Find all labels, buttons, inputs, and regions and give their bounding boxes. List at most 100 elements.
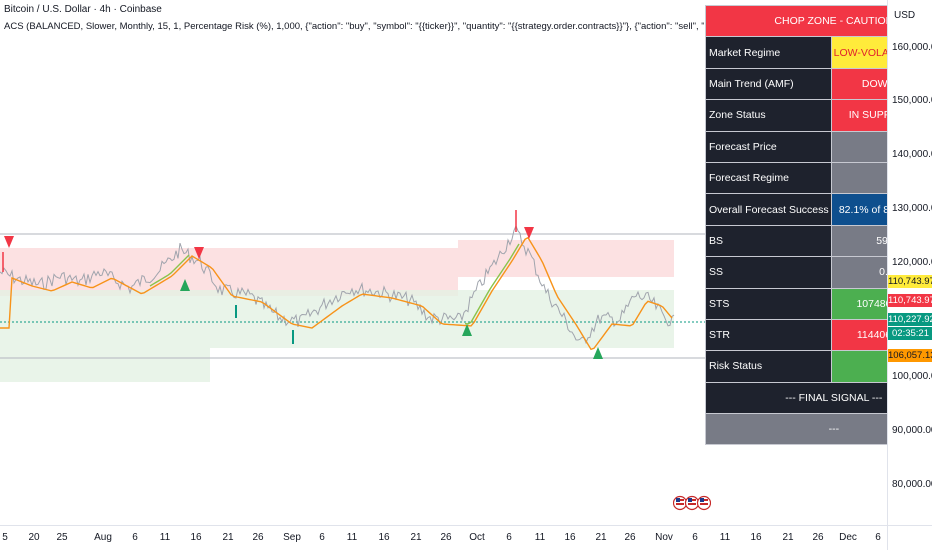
price-tick-label: 120,000.00 bbox=[892, 257, 932, 268]
panel-row-label: Forecast Regime bbox=[705, 161, 832, 195]
buy-signal-marker bbox=[593, 347, 603, 359]
currency-label[interactable]: USD bbox=[894, 10, 916, 21]
buy-signal-marker bbox=[180, 279, 190, 291]
time-tick-label: 11 bbox=[719, 532, 731, 543]
price-tick-label: 130,000.00 bbox=[892, 203, 932, 214]
time-tick-label: Nov bbox=[655, 532, 673, 543]
us-flag-icon bbox=[696, 495, 711, 511]
time-tick-label: 16 bbox=[190, 532, 202, 543]
time-tick-label: 26 bbox=[624, 532, 636, 543]
price-tick-label: 150,000.00 bbox=[892, 95, 932, 106]
time-tick-label: 11 bbox=[159, 532, 171, 543]
panel-row-value: IN SUPPORT ZONE bbox=[830, 99, 887, 132]
price-tag: 02:35:21 bbox=[888, 327, 932, 340]
price-tick-label: 80,000.00 bbox=[892, 479, 932, 490]
panel-row-label: Zone Status bbox=[705, 99, 832, 132]
price-chart[interactable] bbox=[0, 0, 887, 525]
price-tag: 110,743.97 bbox=[888, 294, 932, 307]
time-tick-label: 21 bbox=[595, 532, 607, 543]
time-tick-label: 6 bbox=[692, 532, 698, 543]
price-tick-label: 100,000.00 bbox=[892, 371, 932, 382]
support-zone bbox=[0, 348, 210, 382]
resistance-zone bbox=[0, 248, 458, 296]
panel-row-value: OK bbox=[830, 350, 887, 383]
us-flag-icon bbox=[673, 495, 688, 511]
panel-row-value: LOW-VOLATILITY RANGE bbox=[830, 36, 887, 69]
time-tick-label: 6 bbox=[319, 532, 325, 543]
price-tag: 106,057.13 bbox=[888, 349, 932, 362]
panel-row: STR114406.77 (34 T) bbox=[705, 318, 887, 352]
panel-row-label: Risk Status bbox=[705, 350, 832, 383]
panel-row-value: 114406.77 (34 T) bbox=[830, 318, 887, 352]
time-tick-label: 11 bbox=[534, 532, 546, 543]
time-tick-label: 6 bbox=[506, 532, 512, 543]
time-tick-label: 26 bbox=[812, 532, 824, 543]
time-tick-label: Aug bbox=[94, 532, 112, 543]
panel-header: CHOP ZONE - CAUTION bbox=[705, 4, 887, 38]
price-tick-label: 90,000.00 bbox=[892, 425, 932, 436]
buy-signal-marker bbox=[462, 324, 472, 336]
price-axis[interactable]: USD 160,000.00 150,000.00 140,000.00 130,00… bbox=[887, 0, 932, 525]
price-tag: 110,227.92 bbox=[888, 313, 932, 326]
panel-row-label: BS bbox=[705, 224, 832, 258]
resistance-zone bbox=[458, 240, 674, 277]
amf-line bbox=[0, 236, 673, 351]
panel-row-value: DOWNTREND bbox=[830, 67, 887, 101]
indicator-legend[interactable]: ACS (BALANCED, Slower, Monthly, 15, 1, P… bbox=[4, 21, 704, 32]
panel-row-value: 82.1% of 899 predictions bbox=[830, 193, 887, 226]
time-tick-label: Dec bbox=[839, 532, 857, 543]
event-flags[interactable] bbox=[673, 490, 711, 516]
time-tick-label: 26 bbox=[252, 532, 264, 543]
panel-header-row: CHOP ZONE - CAUTION bbox=[705, 4, 887, 38]
price-series bbox=[0, 224, 675, 345]
panel-row-label: Overall Forecast Success bbox=[705, 193, 832, 226]
time-tick-label: Oct bbox=[469, 532, 485, 543]
time-tick-label: 21 bbox=[410, 532, 422, 543]
panel-row-label: SS bbox=[705, 256, 832, 289]
time-tick-label: 6 bbox=[875, 532, 881, 543]
panel-row-label: Market Regime bbox=[705, 36, 832, 69]
time-tick-label: Sep bbox=[283, 532, 301, 543]
panel-row-value: N/A bbox=[830, 130, 887, 163]
panel-row-value: 59.5 / 70 bbox=[830, 224, 887, 258]
panel-row-label: Forecast Price bbox=[705, 130, 832, 163]
panel-row: Forecast RegimeN/A bbox=[705, 161, 887, 195]
panel-row-value: 0.0 / 70 bbox=[830, 256, 887, 289]
us-flag-icon bbox=[684, 495, 700, 511]
panel-row: Forecast PriceN/A bbox=[705, 130, 887, 163]
time-tick-label: 16 bbox=[378, 532, 390, 543]
sell-signal-marker bbox=[524, 227, 534, 239]
time-tick-label: 20 bbox=[28, 532, 40, 543]
time-tick-label: 21 bbox=[222, 532, 234, 543]
time-tick-label: 5 bbox=[2, 532, 8, 543]
panel-row-value: N/A bbox=[830, 161, 887, 195]
price-tick-label: 160,000.00 bbox=[892, 42, 932, 53]
time-tick-label: 26 bbox=[440, 532, 452, 543]
price-tag: 110,743.97 bbox=[888, 275, 932, 288]
time-tick-label: 21 bbox=[782, 532, 794, 543]
time-tick-label: 16 bbox=[750, 532, 762, 543]
time-tick-label: 16 bbox=[564, 532, 576, 543]
panel-row-value: 107480.02 (43 T) bbox=[830, 287, 887, 320]
trend-line bbox=[149, 254, 190, 287]
chart-area[interactable]: Bitcoin / U.S. Dollar · 4h · Coinbase AC… bbox=[0, 0, 887, 525]
panel-row: STS107480.02 (43 T) bbox=[705, 287, 887, 320]
panel-row-label: STR bbox=[705, 318, 832, 352]
panel-row-label: STS bbox=[705, 287, 832, 320]
time-tick-label: 25 bbox=[56, 532, 68, 543]
symbol-legend[interactable]: Bitcoin / U.S. Dollar · 4h · Coinbase bbox=[4, 4, 162, 15]
axis-corner bbox=[887, 525, 932, 550]
price-tick-label: 140,000.00 bbox=[892, 149, 932, 160]
sell-signal-marker bbox=[194, 247, 204, 259]
time-tick-label: 11 bbox=[346, 532, 358, 543]
time-axis[interactable]: 5 20 25 Aug 6 11 16 21 26 Sep 6 11 16 21 26 Oct 6 11 16 21 2… bbox=[0, 525, 887, 550]
trend-line bbox=[464, 243, 520, 325]
final-signal-value: --- bbox=[705, 413, 887, 446]
final-signal-value-row: --- bbox=[705, 413, 887, 446]
sell-signal-marker bbox=[4, 236, 14, 248]
